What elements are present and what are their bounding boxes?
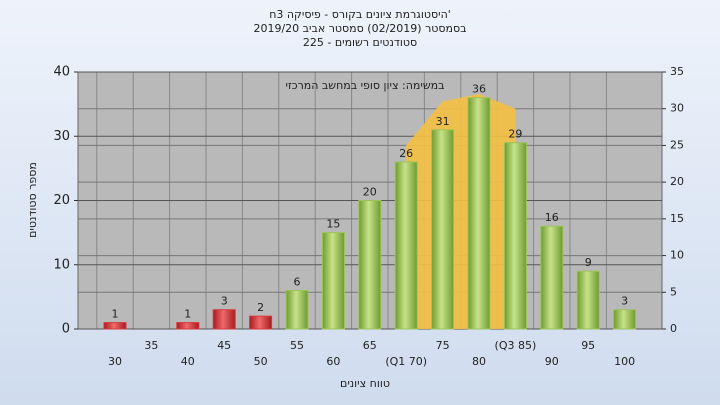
x-tick-label: 100 (614, 355, 635, 368)
value-label: 15 (326, 218, 340, 231)
x-tick-label: (Q1 70) (385, 355, 427, 368)
x-tick-label: 65 (363, 339, 377, 352)
y2-tick-label: 35 (670, 65, 684, 78)
annotation: במשימה: ציון סופי במחשב המרכזי (285, 79, 444, 92)
bar (503, 142, 527, 330)
x-tick-label: 90 (545, 355, 559, 368)
y2-tick-label: 10 (670, 249, 684, 262)
x-axis-label: טווח ציונים (340, 377, 390, 390)
y-tick-label: 0 (62, 322, 70, 337)
x-tick-label: 95 (581, 339, 595, 352)
x-tick-label: 55 (290, 339, 304, 352)
bar (285, 289, 309, 330)
chart-subtitle: סטודנטים רשומים - 225 (303, 36, 417, 49)
chart-title: היסטוגרמת ציונים בקורס - פיסיקה 3ח' (269, 8, 451, 21)
bar (358, 200, 382, 330)
y2-tick-label: 20 (670, 175, 684, 188)
value-label: 31 (436, 115, 450, 128)
bar (249, 315, 273, 330)
y2-tick-label: 25 (670, 138, 684, 151)
bar (576, 270, 600, 330)
bar (613, 309, 637, 330)
bar (212, 309, 236, 330)
x-tick-label: 40 (181, 355, 195, 368)
bar (176, 322, 200, 330)
value-label: 36 (472, 83, 486, 96)
y-tick-label: 30 (53, 129, 70, 144)
chart-subtitle: בסמסטר (02/2019) סמסטר אביב 2019/20 (253, 22, 466, 35)
y-tick-label: 20 (53, 193, 70, 208)
bar (540, 225, 564, 330)
x-tick-label: 60 (326, 355, 340, 368)
bar (321, 232, 345, 330)
y-tick-label: 10 (53, 257, 70, 272)
value-label: 26 (399, 147, 413, 160)
value-label: 9 (585, 256, 592, 269)
x-tick-label: 45 (217, 339, 231, 352)
value-label: 1 (112, 308, 119, 321)
area (406, 94, 516, 330)
value-label: 1 (184, 308, 191, 321)
x-tick-label: 50 (254, 355, 268, 368)
x-tick-label: 30 (108, 355, 122, 368)
x-tick-label: 75 (436, 339, 450, 352)
bar (431, 129, 455, 330)
y2-tick-label: 5 (670, 285, 677, 298)
bar (467, 97, 491, 330)
value-label: 16 (545, 211, 559, 224)
y2-tick-label: 0 (670, 322, 677, 335)
value-label: 29 (508, 128, 522, 141)
y2-tick-label: 15 (670, 212, 684, 225)
y2-tick-label: 30 (670, 102, 684, 115)
value-label: 20 (363, 186, 377, 199)
value-label: 2 (257, 301, 264, 314)
y-tick-label: 40 (53, 65, 70, 80)
bar (103, 322, 127, 330)
bar (394, 161, 418, 330)
x-tick-label: 80 (472, 355, 486, 368)
value-label: 6 (294, 275, 301, 288)
value-label: 3 (221, 295, 228, 308)
x-tick-label: (Q3 85) (495, 339, 537, 352)
y-axis-label: מספר סטודנטים (26, 162, 39, 238)
x-tick-label: 35 (144, 339, 158, 352)
value-label: 3 (621, 295, 628, 308)
